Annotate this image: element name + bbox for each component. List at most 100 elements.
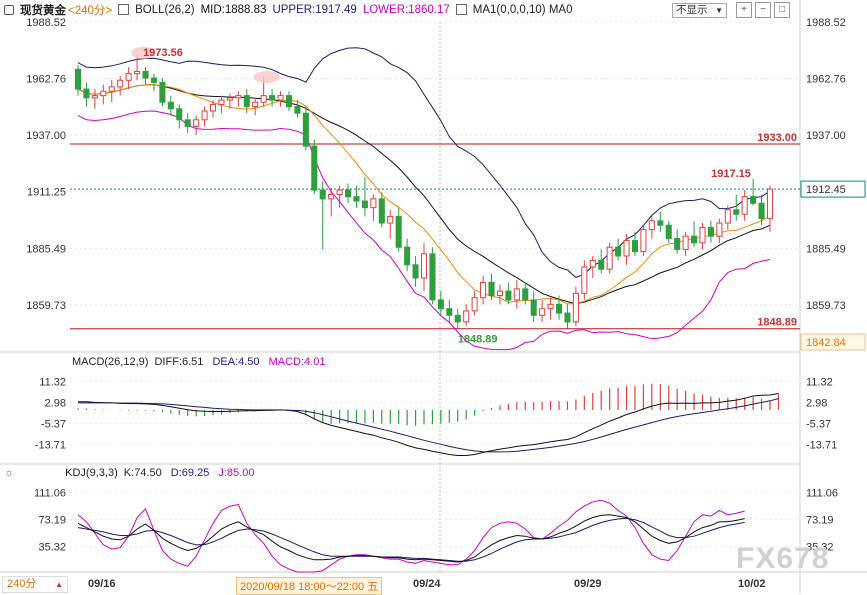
candle xyxy=(640,225,647,256)
candle xyxy=(142,67,149,85)
candle xyxy=(319,181,326,250)
candle-body xyxy=(480,281,487,299)
kdj-tick-left: 111.06 xyxy=(34,487,66,499)
ma-line xyxy=(77,84,771,305)
level-label: 1848.89 xyxy=(757,317,797,329)
candle xyxy=(716,218,723,243)
candle xyxy=(404,238,411,272)
candle xyxy=(387,209,394,239)
macd-tick-right: 2.98 xyxy=(806,397,827,409)
candle-body xyxy=(319,189,326,200)
candle xyxy=(615,238,622,261)
candle xyxy=(674,229,681,254)
candle-body xyxy=(496,290,503,297)
candle xyxy=(167,95,174,116)
candle xyxy=(589,255,596,278)
kdj-d-line xyxy=(77,517,745,562)
ma-toggle-icon[interactable] xyxy=(455,4,467,16)
candle-body xyxy=(513,288,520,301)
candle xyxy=(361,176,368,217)
candle-body xyxy=(260,95,267,103)
candle xyxy=(378,192,385,228)
candle xyxy=(682,231,689,256)
candle-body xyxy=(91,95,98,99)
candle-body xyxy=(125,73,132,81)
candle xyxy=(581,260,588,300)
candle xyxy=(395,207,402,252)
candle-body xyxy=(387,215,394,224)
candle-body xyxy=(294,106,301,114)
current-price-value: 1912.45 xyxy=(806,184,846,196)
period-button[interactable]: 240分 ▲ xyxy=(2,576,68,593)
candle-body xyxy=(226,97,233,101)
boll-toggle-icon[interactable] xyxy=(118,4,130,16)
candle-body xyxy=(606,246,613,270)
candle-body xyxy=(209,103,217,112)
gear-icon[interactable]: ☼ xyxy=(4,467,15,479)
price-axis: 1988.52 1988.52 1962.76 1962.76 1937.00 1937.… xyxy=(26,17,866,351)
bottom-price-frame xyxy=(800,333,866,351)
minimize-icon[interactable]: − xyxy=(755,2,771,18)
price-tick-left: 1911.25 xyxy=(27,187,66,199)
candle-body xyxy=(741,196,748,215)
candle-body xyxy=(420,253,428,279)
boll-lower: LOWER:1860.17 xyxy=(362,4,450,16)
period-label[interactable]: <240分> xyxy=(68,5,113,17)
kdj-tick-left: 73.19 xyxy=(38,515,66,527)
candle xyxy=(496,284,503,305)
candle xyxy=(370,194,377,221)
macd-panel: 11.32 11.32 2.98 2.98 -5.37 -5.37 -13.71 -13.71 xyxy=(35,376,837,456)
candle-body xyxy=(437,299,444,310)
candle-body xyxy=(235,95,242,99)
candle xyxy=(539,299,546,322)
horizontal-price-lines xyxy=(70,143,800,330)
candle xyxy=(564,304,571,329)
candle xyxy=(74,64,82,96)
menu-icon[interactable] xyxy=(4,5,14,15)
kdj-name: KDJ(9,3,3) xyxy=(65,467,118,479)
candle xyxy=(345,183,352,204)
candle xyxy=(699,223,706,250)
candle-body xyxy=(716,222,723,237)
candle-body xyxy=(378,198,385,224)
macd-tick-right: 11.32 xyxy=(806,376,833,388)
hide-indicator-select[interactable]: 不显示 ▼ xyxy=(672,3,727,18)
macd-tick-right: -13.71 xyxy=(806,440,837,452)
symbol-name: 现货黄金 xyxy=(20,5,66,17)
price-tick-left: 1937.00 xyxy=(26,130,66,142)
candle xyxy=(311,139,318,195)
candle-body xyxy=(707,226,714,237)
candle-body xyxy=(193,119,200,127)
low-label: 1848.89 xyxy=(458,334,498,346)
candle xyxy=(294,100,301,118)
maximize-icon[interactable]: □ xyxy=(774,2,790,18)
candle-body xyxy=(285,95,293,108)
price-tick-left: 1962.76 xyxy=(26,74,66,86)
price-annotations: 1973.56 1917.15 1848.89 1933.00 1848.89 xyxy=(131,46,797,346)
candle xyxy=(277,91,284,107)
candle-body xyxy=(640,229,647,253)
candle-body xyxy=(488,281,495,297)
candle-body xyxy=(108,86,115,92)
candle xyxy=(488,273,495,300)
macd-header: MACD(26,12,9) DIFF:6.51 DEA:4.50 MACD:4.… xyxy=(72,356,325,368)
level-label: 1933.00 xyxy=(757,132,797,144)
macd-tick-left: 2.98 xyxy=(45,397,66,409)
candle xyxy=(269,89,276,107)
high-label: 1973.56 xyxy=(143,47,183,59)
candle-body xyxy=(699,226,706,244)
peak-marker xyxy=(253,71,280,84)
candle-body xyxy=(691,235,698,244)
candle xyxy=(328,187,335,217)
candle xyxy=(235,91,242,107)
candle xyxy=(201,106,208,127)
candle-body xyxy=(657,220,664,226)
add-icon[interactable]: + xyxy=(736,2,752,18)
candle xyxy=(243,89,250,114)
candle xyxy=(209,100,217,118)
candle-body xyxy=(370,198,377,209)
candle-body xyxy=(201,110,208,121)
price-tick-right: 1859.73 xyxy=(806,300,846,312)
candle-body xyxy=(328,193,335,200)
